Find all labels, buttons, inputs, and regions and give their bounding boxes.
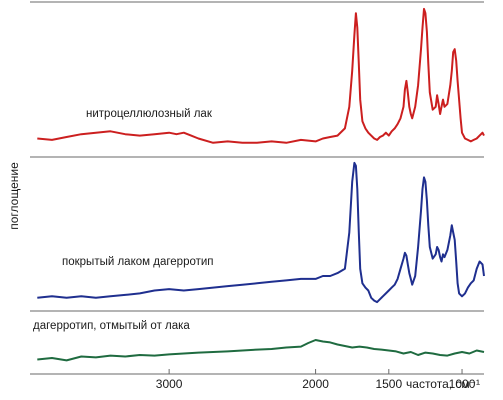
x-axis-title: частота, см⁻¹ bbox=[406, 377, 480, 391]
series-line-0 bbox=[37, 7, 485, 144]
x-tick-label-2: 1500 bbox=[375, 377, 402, 391]
x-tick-label-3: 1000 bbox=[449, 377, 476, 391]
series-line-2 bbox=[37, 339, 485, 362]
panel-separators bbox=[30, 1, 484, 375]
series-label-1: покрытый лаком дагерротип bbox=[62, 256, 214, 268]
series-layer bbox=[37, 7, 485, 362]
x-tick-label-0: 3000 bbox=[156, 377, 183, 391]
x-tick-label-1: 2000 bbox=[302, 377, 329, 391]
series-label-2: дагерротип, отмытый от лака bbox=[33, 320, 190, 332]
series-label-0: нитроцеллюлозный лак bbox=[86, 108, 213, 120]
series-line-1 bbox=[37, 161, 485, 304]
x-ticks: 3000 2000 1500 1000 bbox=[156, 369, 476, 391]
y-axis-title: поглощение bbox=[7, 162, 21, 230]
